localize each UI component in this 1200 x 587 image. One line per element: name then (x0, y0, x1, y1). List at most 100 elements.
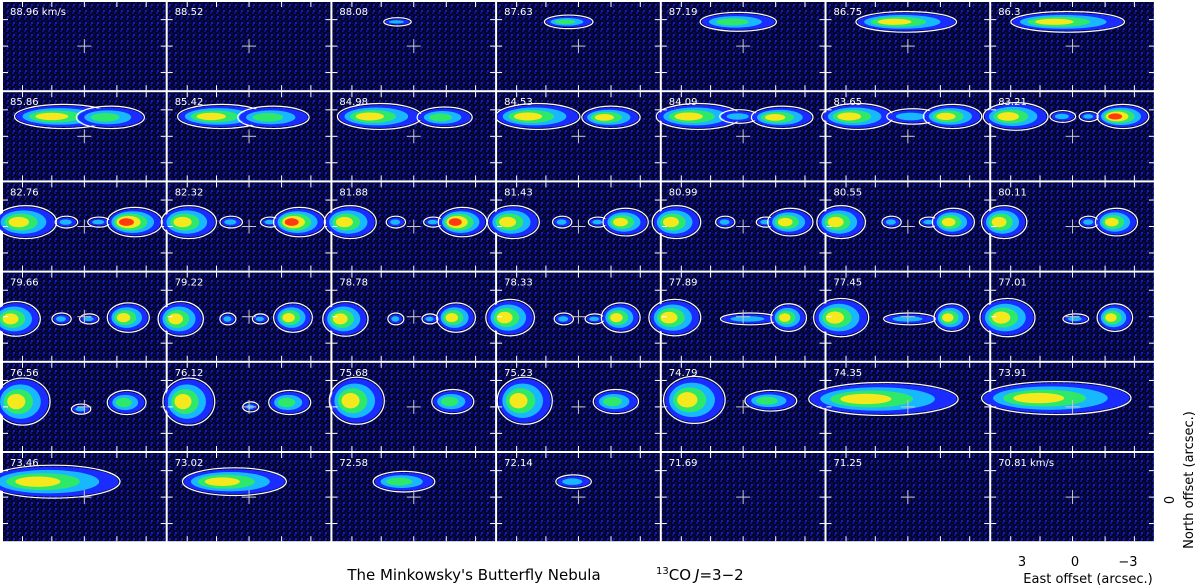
contour-outline (51, 312, 72, 326)
channel-velocity-label: 72.58 (339, 458, 368, 469)
emission-blob (272, 206, 326, 238)
contour-outline (881, 215, 902, 229)
channel-panel: 72.14 (497, 453, 660, 542)
channel-velocity-label: 76.56 (10, 368, 39, 379)
contour-outline (75, 105, 146, 130)
contour-outline (744, 389, 798, 412)
emission-level (610, 312, 623, 323)
panel-ticks (661, 92, 825, 181)
channel-velocity-label: 81.88 (339, 187, 368, 198)
emission-level (75, 406, 86, 412)
emission-level (923, 219, 934, 225)
emission-blob (581, 105, 641, 130)
channel-velocity-label: 87.63 (504, 7, 533, 18)
panel-ticks (332, 362, 496, 451)
contour-outline (237, 105, 310, 130)
channel-panels: 88.96 km/s 88.52 88.08 87.63 87.19 86.75 86.3 8… (0, 2, 1154, 542)
contour-outline (160, 204, 217, 240)
emission-level (1013, 392, 1065, 404)
contour-outline (767, 207, 814, 237)
channel-velocity-label: 72.14 (504, 458, 533, 469)
emission-blob (1096, 103, 1150, 130)
panel-ticks (991, 272, 1154, 361)
emission-blob (931, 207, 976, 237)
emission-level (837, 112, 862, 121)
emission-level (663, 216, 679, 228)
emission-level (204, 477, 240, 486)
emission-blob (336, 102, 423, 131)
contour-outline (486, 204, 540, 240)
emission-level (941, 217, 956, 227)
contour-outline (268, 389, 312, 416)
contour-outline (387, 312, 405, 326)
emission-level (115, 397, 132, 408)
emission-level (726, 113, 749, 120)
emission-blob (602, 207, 649, 237)
emission-level (440, 396, 459, 407)
contour-outline (328, 376, 385, 425)
emission-level (677, 392, 698, 408)
panel-ticks (497, 92, 660, 181)
channel-velocity-label: 81.43 (504, 187, 533, 198)
channel-panel: 82.76 (0, 182, 166, 271)
emission-blob (662, 375, 726, 424)
contour-outline (1049, 109, 1077, 123)
emission-blob (219, 215, 244, 229)
panel-ticks (661, 182, 825, 271)
channel-velocity-label: 79.66 (10, 278, 39, 289)
channel-velocity-label: 85.86 (10, 97, 39, 108)
emission-blob (715, 215, 736, 229)
contour-outline (770, 303, 808, 333)
contour-outline (157, 300, 204, 337)
emission-level (991, 216, 1007, 228)
contour-outline (436, 302, 477, 333)
channel-panel: 78.33 (485, 272, 660, 361)
emission-blob (1010, 10, 1126, 33)
emission-blob (1078, 110, 1100, 123)
emission-level (674, 112, 703, 121)
panel-ticks (661, 362, 825, 451)
panel-ticks (3, 453, 166, 542)
panel-ticks (826, 92, 990, 181)
emission-blob (436, 302, 477, 333)
emission-level (513, 112, 543, 121)
channel-panel: 73.46 (0, 453, 166, 542)
emission-blob (543, 14, 594, 30)
contour-outline (602, 207, 649, 237)
figure-title: The Minkowsky's Butterfly Nebula (346, 566, 600, 584)
emission-level (1105, 313, 1117, 322)
emission-level (594, 113, 614, 121)
emission-blob (385, 215, 407, 229)
channel-velocity-label: 74.79 (669, 368, 698, 379)
emission-level (1067, 316, 1082, 322)
contour-outline (272, 206, 326, 238)
emission-blob (881, 215, 902, 229)
emission-level (174, 393, 192, 410)
emission-blob (719, 109, 760, 124)
emission-blob (816, 204, 867, 240)
channel-velocity-label: 83.21 (998, 97, 1027, 108)
contour-outline (816, 204, 867, 240)
emission-blob (750, 105, 814, 130)
emission-blob (495, 102, 581, 131)
emission-level (428, 113, 453, 122)
channel-velocity-label: 84.98 (339, 97, 368, 108)
channel-panel: 74.35 (808, 362, 990, 451)
emission-blob (219, 312, 237, 326)
emission-blob (485, 298, 535, 337)
emission-level (388, 20, 405, 24)
channel-velocity-label: 87.19 (669, 7, 698, 18)
emission-blob (855, 10, 958, 33)
channel-panel: 84.98 (332, 92, 496, 181)
emission-level (168, 313, 183, 325)
panel-ticks (497, 362, 660, 451)
emission-level (936, 112, 956, 121)
channel-panel: 70.81 km/s (991, 453, 1154, 542)
channel-velocity-label: 74.35 (834, 368, 863, 379)
emission-level (1105, 217, 1119, 227)
emission-level (827, 216, 844, 228)
channel-velocity-label: 80.99 (669, 187, 698, 198)
emission-blob (1094, 207, 1139, 237)
emission-level (255, 316, 264, 322)
panel-ticks (991, 362, 1154, 451)
